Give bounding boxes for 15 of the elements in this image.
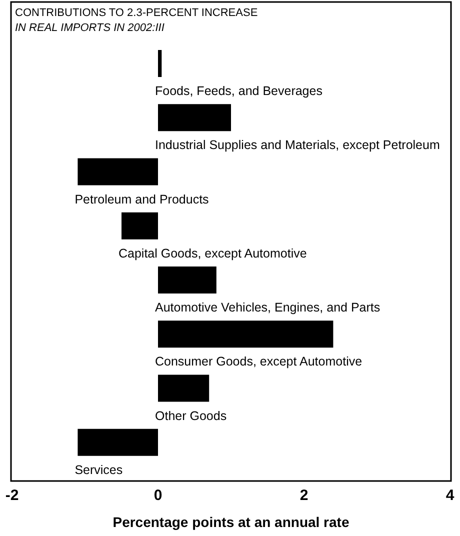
y-tick-label: Automotive Vehicles, Engines, and Parts [155, 300, 380, 314]
y-tick-label: Consumer Goods, except Automotive [155, 354, 362, 369]
y-tick-label: Services [74, 462, 123, 477]
y-tick-label: Capital Goods, except Automotive [118, 246, 307, 260]
y-tick-label: Foods, Feeds, and Beverages [155, 84, 322, 98]
y-tick-label: Petroleum and Products [74, 192, 209, 206]
x-tick-label: 4 [446, 487, 455, 504]
x-tick-label: 0 [154, 487, 162, 504]
x-tick-label: 2 [300, 487, 308, 504]
chart-subtitle: IN REAL IMPORTS IN 2002:III [15, 22, 164, 34]
x-tick-label: -2 [5, 487, 19, 504]
y-tick-label: Industrial Supplies and Materials, except Petroleum [155, 138, 440, 152]
chart-title: CONTRIBUTIONS TO 2.3-PERCENT INCREASE [15, 7, 258, 19]
y-tick-label: Other Goods [155, 408, 227, 423]
x-axis-title: Percentage points at an annual rate [112, 514, 350, 530]
